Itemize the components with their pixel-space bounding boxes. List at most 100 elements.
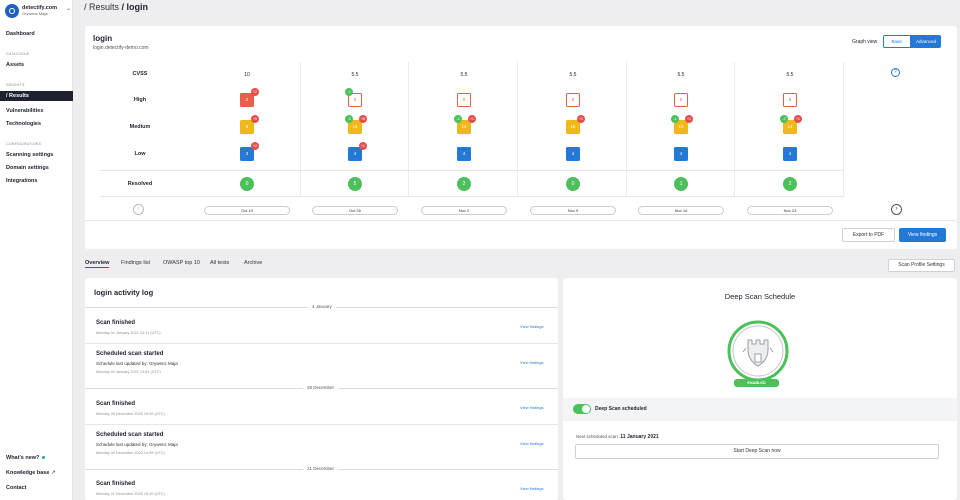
- new-medium-badge: +1: [468, 115, 476, 123]
- start-deep-scan-button[interactable]: Start Deep Scan now: [575, 444, 939, 459]
- toggle-knob: [582, 405, 590, 413]
- resolved-count[interactable]: 0: [566, 177, 580, 191]
- fixed-medium-badge: -1: [671, 115, 679, 123]
- entry-view-findings-link[interactable]: View findings: [520, 360, 544, 365]
- high-count[interactable]: 0: [566, 93, 580, 107]
- sidebar-section-catalogue: CATALOGUE: [6, 52, 30, 56]
- graph-view-label: Graph view: [852, 39, 878, 45]
- whats-new-label: What's new?: [6, 455, 40, 461]
- resolved-count[interactable]: 5: [348, 177, 362, 191]
- graph-advanced-button[interactable]: Advanced: [911, 35, 941, 48]
- entry-view-findings-link[interactable]: View findings: [520, 405, 544, 410]
- sidebar-item-contact[interactable]: Contact: [6, 485, 27, 491]
- prev-period-button[interactable]: ‹: [133, 204, 144, 215]
- sidebar-item-results[interactable]: / Results: [0, 91, 73, 101]
- sidebar-item-vulnerabilities[interactable]: Vulnerabilities: [6, 108, 44, 114]
- period-date-pill[interactable]: Nov 9: [530, 206, 616, 215]
- date-divider-label: 21 December: [303, 466, 339, 471]
- sidebar-item-assets[interactable]: Assets: [6, 62, 25, 68]
- fixed-medium-badge: -3: [345, 115, 353, 123]
- column-separator: [300, 62, 301, 197]
- breadcrumb-current: / login: [121, 2, 149, 12]
- entry-date: Monday 28 December 2020 14:59 (UTC): [96, 451, 165, 455]
- low-count[interactable]: 4: [348, 147, 362, 161]
- period-date-pill[interactable]: Nov 16: [638, 206, 724, 215]
- period-date-pill[interactable]: Oct 19: [204, 206, 290, 215]
- export-pdf-button[interactable]: Export to PDF: [842, 228, 895, 242]
- row-label-cvss: CVSS: [132, 71, 148, 77]
- sidebar: detectify.com Grywenz Maja ⌄ Dashboard C…: [0, 0, 73, 500]
- deep-scan-toggle[interactable]: [573, 404, 591, 414]
- entry-subtitle: Schedule last updated by: Grywenz Maja: [96, 442, 178, 447]
- high-count[interactable]: 0: [457, 93, 471, 107]
- resolved-count[interactable]: 2: [457, 177, 471, 191]
- next-period-button[interactable]: ›: [891, 204, 902, 215]
- low-count[interactable]: 3: [240, 147, 254, 161]
- cvss-value: 5.5: [351, 72, 359, 78]
- view-findings-button[interactable]: View findings: [899, 228, 946, 242]
- entry-date: Monday 21 December 2020 15:10 (UTC): [96, 492, 165, 496]
- tab-overview[interactable]: Overview: [85, 260, 110, 268]
- entry-view-findings-link[interactable]: View findings: [520, 324, 544, 329]
- low-count[interactable]: 4: [783, 147, 797, 161]
- breadcrumb: / Results / login: [84, 2, 148, 12]
- high-count[interactable]: 0: [674, 93, 688, 107]
- high-count[interactable]: 2: [240, 93, 254, 107]
- resolved-count[interactable]: 1: [674, 177, 688, 191]
- tab-owasp-top-10[interactable]: OWASP top 10: [163, 260, 200, 266]
- entry-title: Scheduled scan started: [96, 351, 164, 357]
- period-date-pill[interactable]: Nov 2: [421, 206, 507, 215]
- medium-count[interactable]: 9: [240, 120, 254, 134]
- breadcrumb-results[interactable]: / Results: [84, 2, 120, 12]
- sidebar-section-insights: INSIGHTS: [6, 83, 25, 87]
- medium-count[interactable]: 15: [674, 120, 688, 134]
- low-count[interactable]: 4: [566, 147, 580, 161]
- activity-log-title: login activity log: [94, 288, 154, 297]
- sidebar-item-dashboard[interactable]: Dashboard: [6, 31, 35, 37]
- resolved-count[interactable]: 2: [783, 177, 797, 191]
- grid-divider: [100, 170, 843, 171]
- high-count[interactable]: 0: [783, 93, 797, 107]
- fixed-medium-badge: -2: [454, 115, 462, 123]
- tab-all-tests[interactable]: All tests: [210, 260, 230, 266]
- entry-title: Scan finished: [96, 401, 136, 407]
- entry-title: Scheduled scan started: [96, 432, 164, 438]
- external-link-icon: ↗: [50, 470, 56, 476]
- column-separator: [734, 62, 735, 197]
- resolved-count[interactable]: 0: [240, 177, 254, 191]
- help-icon[interactable]: ?: [891, 68, 900, 77]
- period-date-pill[interactable]: Nov 23: [747, 206, 833, 215]
- grid-divider-bottom: [100, 196, 843, 197]
- team-switcher[interactable]: detectify.com Grywenz Maja ⌄: [5, 3, 71, 19]
- sidebar-item-scanning-settings[interactable]: Scanning settings: [6, 152, 54, 158]
- column-separator: [408, 62, 409, 197]
- new-medium-badge: +1: [685, 115, 693, 123]
- sidebar-item-integrations[interactable]: Integrations: [6, 178, 38, 184]
- tab-findings-list[interactable]: Findings list: [121, 260, 151, 266]
- fixed-medium-badge: -2: [780, 115, 788, 123]
- low-count[interactable]: 4: [457, 147, 471, 161]
- entry-view-findings-link[interactable]: View findings: [520, 486, 544, 491]
- tab-archive[interactable]: Archive: [244, 260, 263, 266]
- entry-view-findings-link[interactable]: View findings: [520, 441, 544, 446]
- entry-date: Monday 28 December 2020 15:09 (UTC): [96, 412, 165, 416]
- low-count[interactable]: 4: [674, 147, 688, 161]
- sidebar-item-knowledge-base[interactable]: Knowledge base ↗: [0, 469, 73, 477]
- graph-basic-button[interactable]: Basic: [883, 35, 911, 48]
- sidebar-item-domain-settings[interactable]: Domain settings: [6, 165, 49, 171]
- sidebar-item-whats-new[interactable]: What's new?: [0, 454, 73, 462]
- high-count[interactable]: 0: [348, 93, 362, 107]
- scan-profile-settings-button[interactable]: Scan Profile Settings: [888, 259, 955, 272]
- sidebar-item-technologies[interactable]: Technologies: [6, 121, 42, 127]
- period-date-pill[interactable]: Oct 26: [312, 206, 398, 215]
- medium-count[interactable]: 14: [457, 120, 471, 134]
- medium-count[interactable]: 15: [566, 120, 580, 134]
- medium-count[interactable]: 15: [348, 120, 362, 134]
- next-scan-label: Next scheduled scan:: [576, 434, 620, 439]
- deep-scan-title: Deep Scan Schedule: [724, 292, 796, 301]
- entry-date: Monday 04 January 2021 15:11 (UTC): [96, 331, 161, 335]
- next-scan-date: 11 January 2021: [620, 434, 659, 440]
- entry-divider: [85, 343, 558, 344]
- enabled-badge: ENABLED: [734, 379, 779, 387]
- medium-count[interactable]: 14: [783, 120, 797, 134]
